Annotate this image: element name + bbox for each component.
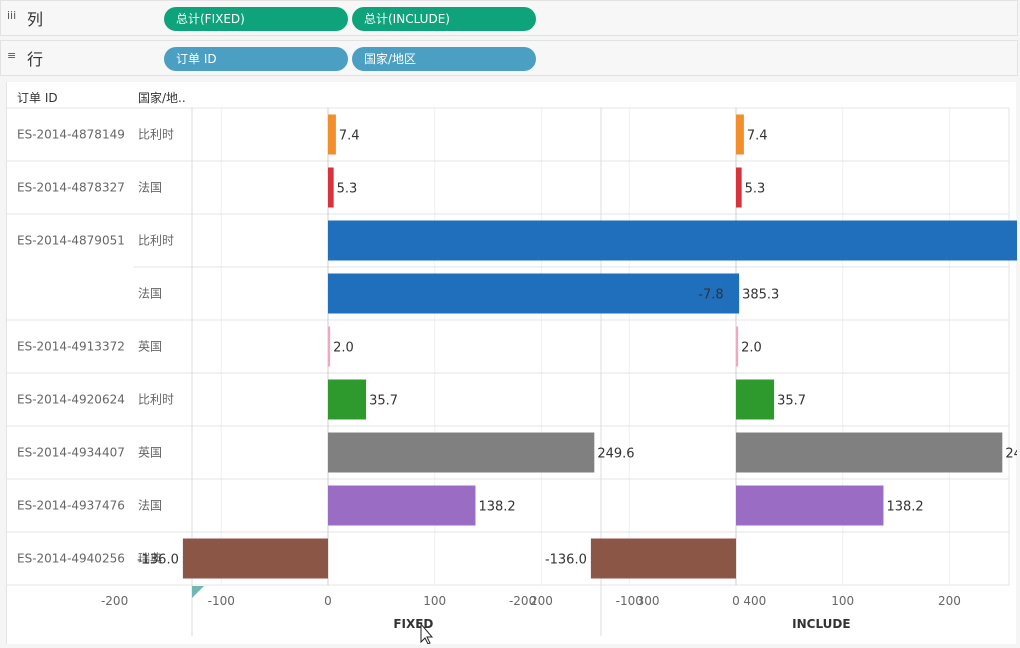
data-label: 385.3 [742,288,779,303]
tick-label: -100 [616,594,643,608]
row-header-order-id[interactable]: ES-2014-4879051 [17,234,125,248]
data-label: 138.2 [478,500,515,515]
tick-label: 300 [637,594,660,608]
axis-title-include[interactable]: INCLUDE [792,617,850,631]
rows-shelf-icon: ≡ [7,49,17,62]
mouse-cursor-icon [420,622,434,645]
row-header-order-id[interactable]: ES-2014-4878149 [17,128,125,142]
bar-include[interactable] [736,379,775,420]
pill-country[interactable]: 国家/地区 [352,47,536,71]
bar-include[interactable] [590,538,736,579]
data-label: -7.8 [698,288,723,303]
rows-shelf-label: 行 [27,50,44,69]
row-header-country[interactable]: 比利时 [138,234,174,248]
data-label: 35.7 [369,394,398,409]
data-label: 2.0 [741,341,762,356]
tick-label: 400 [743,594,766,608]
row-header-order-id[interactable]: ES-2014-4937476 [17,499,125,513]
bar-include[interactable] [736,167,742,208]
bar-fixed[interactable] [328,432,595,473]
resize-corner-icon [192,586,204,598]
axis-title-fixed[interactable]: FIXED [393,617,433,631]
pill-order-id[interactable]: 订单 ID [164,47,348,71]
bar-fixed[interactable] [328,379,367,420]
row-header-country[interactable]: 法国 [138,181,162,195]
row-header-order-id[interactable]: ES-2014-4878327 [17,181,125,195]
row-header-order-id[interactable]: ES-2014-4940256 [17,552,125,566]
tick-label: 0 [324,594,332,608]
row-header-country[interactable]: 英国 [138,446,162,460]
row-header-country[interactable]: 英国 [138,340,162,354]
row-header-country[interactable]: 比利时 [138,128,174,142]
tick-label: 0 [732,594,740,608]
header-order-id[interactable]: 订单 ID [17,91,58,105]
bar-fixed[interactable] [328,326,331,367]
bar-include[interactable] [736,114,744,155]
tick-label: -200 [509,594,536,608]
bar-include[interactable] [736,485,884,526]
tick-label: 100 [831,594,854,608]
data-label: 249.6 [1005,447,1017,462]
row-header-order-id[interactable]: ES-2014-4920624 [17,393,125,407]
bar-fixed[interactable] [328,485,476,526]
bar-fixed[interactable] [328,167,334,208]
row-header-country[interactable]: 比利时 [138,393,174,407]
bar-include[interactable] [736,432,1003,473]
bar-fixed[interactable] [328,273,740,314]
tick-label: 100 [423,594,446,608]
columns-shelf-label: 列 [27,10,44,29]
tick-label: 200 [938,594,961,608]
viz-area: 订单 ID 国家/地.. ES-2014-4878149 比利时 ES-2014-4… [6,82,1020,645]
bar-fixed[interactable] [328,114,336,155]
data-label: -136.0 [137,553,179,568]
data-label: 2.0 [333,341,354,356]
bar-fixed[interactable] [328,220,740,261]
bar-chart: 订单 ID 国家/地.. ES-2014-4878149 比利时 ES-2014-4… [7,90,1020,645]
pill-include-sum[interactable]: 总计(INCLUDE) [352,7,536,31]
data-label: 7.4 [339,129,360,144]
row-header-country[interactable]: 瑞典 [138,552,162,566]
data-label: -136.0 [545,553,587,568]
bar-include[interactable] [727,273,736,314]
row-header-country[interactable]: 法国 [138,499,162,513]
data-label: 249.6 [597,447,634,462]
pill-fixed-sum[interactable]: 总计(FIXED) [164,7,348,31]
data-label: 5.3 [337,182,358,197]
columns-shelf: iii 列 总计(FIXED) 总计(INCLUDE) [0,0,1018,36]
data-label: 7.4 [747,129,768,144]
data-label: 5.3 [745,182,766,197]
data-label: 35.7 [777,394,806,409]
tick-label: -100 [208,594,235,608]
tick-label: 200 [530,594,553,608]
columns-shelf-icon: iii [7,9,17,22]
row-header-order-id[interactable]: ES-2014-4934407 [17,446,125,460]
row-header-country[interactable]: 法国 [138,287,162,301]
row-header-order-id[interactable]: ES-2014-4913372 [17,340,125,354]
header-country[interactable]: 国家/地.. [138,90,186,105]
bar-include[interactable] [736,220,1020,261]
tick-label: -200 [101,594,128,608]
bar-include[interactable] [736,326,739,367]
bar-fixed[interactable] [182,538,328,579]
data-label: 138.2 [886,500,923,515]
rows-shelf: ≡ 行 订单 ID 国家/地区 [0,40,1018,76]
